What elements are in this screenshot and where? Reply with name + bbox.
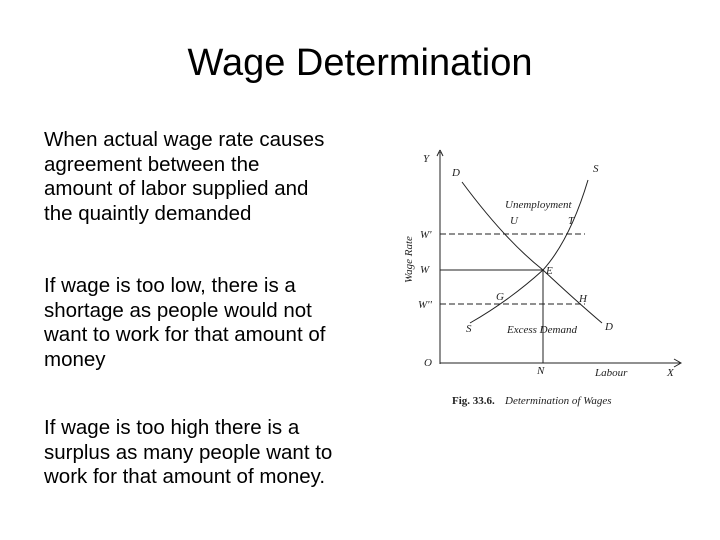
line: want to work for that amount of xyxy=(44,323,326,346)
line: the quaintly demanded xyxy=(44,201,252,225)
label: N xyxy=(536,365,545,377)
line: amount of labor supplied and xyxy=(44,177,309,200)
line: surplus as many people want to xyxy=(44,440,333,464)
supply-curve xyxy=(469,179,589,324)
paragraph: When actual wage rate causes agreement b… xyxy=(44,128,324,226)
label: W' xyxy=(420,229,432,241)
line: If wage is too low, there is a xyxy=(44,274,296,297)
label: X xyxy=(666,367,675,379)
caption: Determination of Wages xyxy=(504,395,612,407)
figure-background xyxy=(395,140,695,415)
label: Wage Rate xyxy=(403,236,415,283)
label: D xyxy=(604,321,613,333)
slide-title: Wage Determination xyxy=(187,42,533,84)
label: S xyxy=(593,163,599,175)
line: work for that amount of money. xyxy=(44,465,326,488)
paragraph: If wage is too low, there is a shortage … xyxy=(44,274,325,372)
figure: Y O X Labour N Wage Rate W' W W'' D S Un… xyxy=(395,140,695,415)
label: T xyxy=(568,215,575,227)
label: W'' xyxy=(418,299,433,311)
line: money xyxy=(44,347,106,371)
caption-number: Fig. 33.6. xyxy=(452,395,495,407)
line: If wage is too high there is a xyxy=(44,416,300,439)
label: S xyxy=(466,323,472,335)
label: Labour xyxy=(594,367,628,379)
line: When actual wage rate causes xyxy=(44,128,325,151)
arrow xyxy=(436,149,444,157)
label: D xyxy=(451,167,460,179)
label: Excess Demand xyxy=(506,324,577,336)
label: O xyxy=(424,357,432,369)
label: G xyxy=(496,291,504,303)
label: Y xyxy=(423,153,431,165)
line: agreement between the xyxy=(44,152,260,176)
label: U xyxy=(510,215,519,227)
label: H xyxy=(578,293,588,305)
paragraph: If wage is too high there is a surplus a… xyxy=(44,416,332,490)
line: shortage as people would not xyxy=(44,298,312,322)
label: E xyxy=(545,265,553,277)
label: W xyxy=(420,264,430,276)
label: Unemployment xyxy=(505,199,573,211)
arrow xyxy=(673,358,683,368)
